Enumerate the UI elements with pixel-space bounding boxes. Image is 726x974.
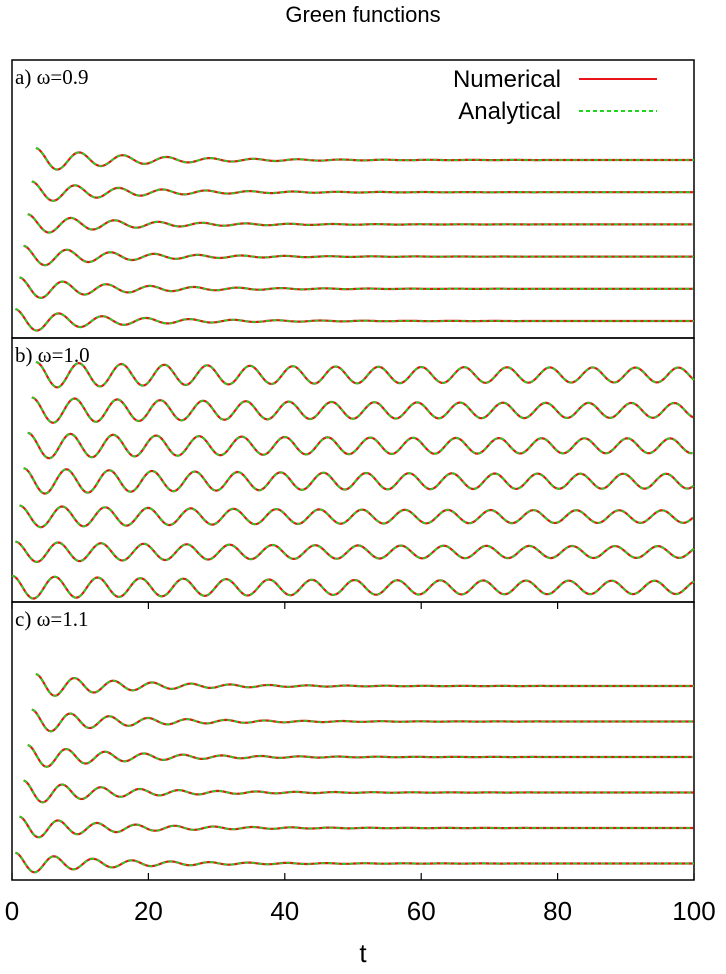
numerical-curve — [35, 360, 695, 389]
x-tick-label: 80 — [543, 896, 572, 926]
analytical-curve — [23, 244, 694, 267]
numerical-curve — [31, 708, 694, 733]
legend-analytical-label: Analytical — [458, 98, 561, 125]
panel-frame-3 — [11, 601, 695, 881]
numerical-curve — [19, 276, 693, 299]
analytical-curve — [23, 467, 695, 495]
x-axis-label: t — [359, 938, 367, 968]
numerical-curve — [19, 504, 694, 529]
analytical-curve — [27, 431, 693, 459]
analytical-curve — [31, 396, 694, 424]
x-axis: 0 20 40 60 80 100 — [5, 602, 716, 926]
curves-layer — [11, 146, 695, 874]
panel-label-3: c) ω=1.1 — [15, 607, 88, 631]
panel-frame-2 — [11, 337, 695, 603]
panel-frames — [11, 59, 695, 881]
analytical-curve — [31, 180, 694, 202]
numerical-curve — [23, 779, 694, 804]
analytical-curve — [11, 574, 695, 600]
numerical-curve — [15, 851, 694, 874]
analytical-curve — [19, 276, 693, 299]
numerical-curve — [23, 467, 695, 495]
x-tick-label: 40 — [270, 896, 299, 926]
analytical-curve — [23, 779, 694, 804]
legend: Numerical Analytical — [453, 66, 657, 125]
numerical-curve — [27, 743, 693, 768]
analytical-curve — [19, 504, 694, 528]
panel-label-2: b) ω=1.0 — [15, 343, 90, 367]
analytical-curve — [35, 673, 694, 697]
analytical-curve — [15, 851, 694, 874]
numerical-curve — [35, 146, 694, 171]
x-tick-label: 0 — [5, 896, 19, 926]
legend-numerical-label: Numerical — [453, 66, 561, 93]
x-tick-label: 100 — [672, 896, 715, 926]
panel-frame-1 — [11, 59, 695, 339]
x-tick-label: 20 — [134, 896, 163, 926]
analytical-curve — [31, 708, 694, 733]
numerical-curve — [23, 244, 694, 267]
analytical-curve — [27, 744, 693, 768]
analytical-curve — [35, 361, 695, 389]
panel-label-1: a) ω=0.9 — [15, 65, 88, 89]
analytical-curve — [15, 308, 694, 332]
numerical-curve — [27, 213, 693, 234]
analytical-curve — [35, 147, 694, 171]
x-tick-label: 60 — [407, 896, 436, 926]
analytical-curve — [27, 213, 693, 234]
labels-layer: a) ω=0.9 b) ω=1.0 c) ω=1.1 — [15, 65, 90, 631]
numerical-curve — [35, 672, 694, 697]
numerical-curve — [15, 307, 694, 332]
numerical-curve — [19, 815, 693, 839]
numerical-curve — [31, 180, 694, 202]
analytical-curve — [19, 815, 693, 839]
analytical-curve — [15, 540, 695, 563]
chart-title: Green functions — [285, 2, 441, 27]
numerical-curve — [31, 396, 694, 424]
